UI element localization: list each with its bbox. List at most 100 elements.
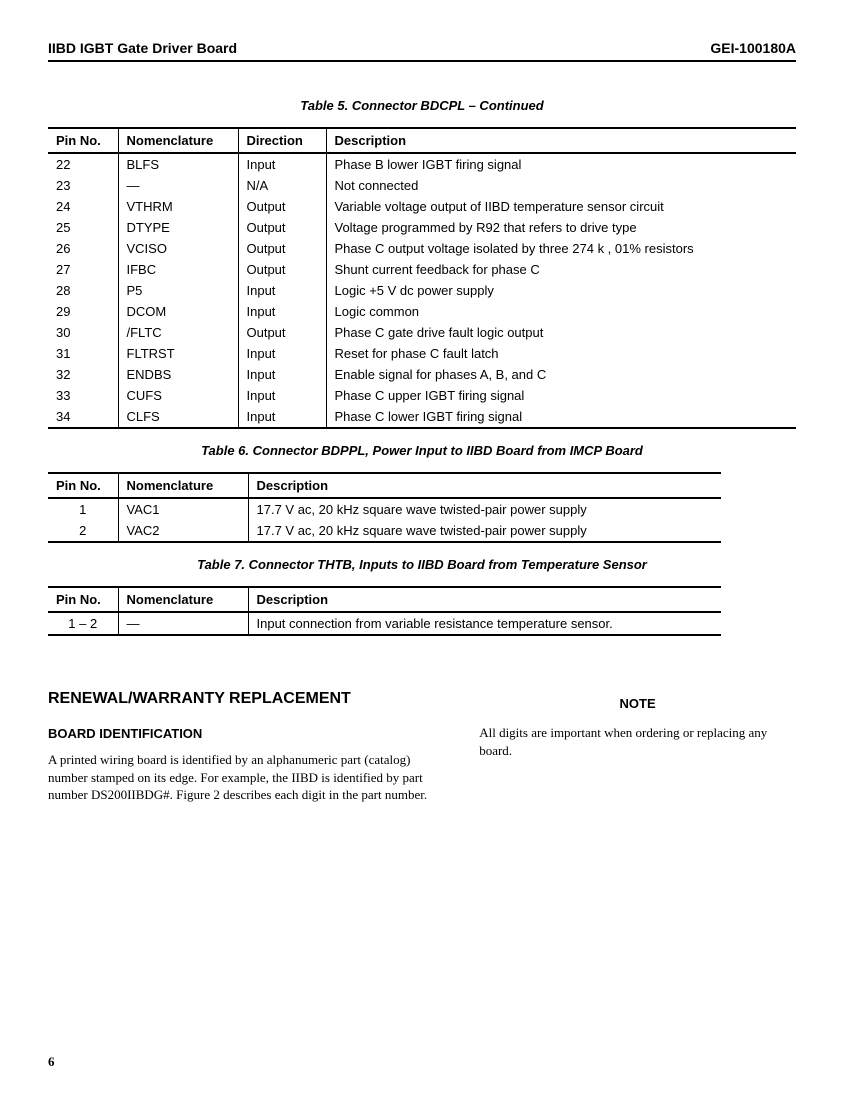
table5-th-pin: Pin No. (48, 128, 118, 153)
table-row: 30/FLTCOutputPhase C gate drive fault lo… (48, 322, 796, 343)
table-cell: Voltage programmed by R92 that refers to… (326, 217, 796, 238)
table-cell: Shunt current feedback for phase C (326, 259, 796, 280)
table-cell: Input connection from variable resistanc… (248, 612, 721, 635)
table-row: 2VAC217.7 V ac, 20 kHz square wave twist… (48, 520, 721, 542)
table-cell: Phase C output voltage isolated by three… (326, 238, 796, 259)
table-row: 27IFBCOutputShunt current feedback for p… (48, 259, 796, 280)
table5: Pin No. Nomenclature Direction Descripti… (48, 127, 796, 429)
table-cell: Phase C lower IGBT firing signal (326, 406, 796, 428)
table-cell: Input (238, 153, 326, 175)
table-row: 24VTHRMOutputVariable voltage output of … (48, 196, 796, 217)
table-cell: 17.7 V ac, 20 kHz square wave twisted-pa… (248, 520, 721, 542)
table5-body: 22BLFSInputPhase B lower IGBT firing sig… (48, 153, 796, 428)
table-cell: Output (238, 196, 326, 217)
table-cell: Logic common (326, 301, 796, 322)
table7: Pin No. Nomenclature Description 1 – 2—I… (48, 586, 721, 636)
table-cell: Not connected (326, 175, 796, 196)
table6-caption: Table 6. Connector BDPPL, Power Input to… (48, 443, 796, 458)
renewal-section: RENEWAL/WARRANTY REPLACEMENT BOARD IDENT… (48, 650, 796, 812)
table-row: 23—N/ANot connected (48, 175, 796, 196)
table-cell: FLTRST (118, 343, 238, 364)
table6-body: 1VAC117.7 V ac, 20 kHz square wave twist… (48, 498, 721, 542)
table-cell: BLFS (118, 153, 238, 175)
table6: Pin No. Nomenclature Description 1VAC117… (48, 472, 721, 543)
board-id-body: A printed wiring board is identified by … (48, 751, 435, 804)
table-cell: Phase C upper IGBT firing signal (326, 385, 796, 406)
table6-th-nomen: Nomenclature (118, 473, 248, 498)
table-cell: DCOM (118, 301, 238, 322)
table7-body: 1 – 2—Input connection from variable res… (48, 612, 721, 635)
table-cell: 17.7 V ac, 20 kHz square wave twisted-pa… (248, 498, 721, 520)
table6-th-pin: Pin No. (48, 473, 118, 498)
table-row: 25DTYPEOutputVoltage programmed by R92 t… (48, 217, 796, 238)
table-cell: 2 (48, 520, 118, 542)
table-cell: Reset for phase C fault latch (326, 343, 796, 364)
table-cell: N/A (238, 175, 326, 196)
table-cell: Output (238, 259, 326, 280)
table-cell: 22 (48, 153, 118, 175)
table-cell: 24 (48, 196, 118, 217)
table-cell: 1 – 2 (48, 612, 118, 635)
table-cell: Input (238, 364, 326, 385)
header-title-left: IIBD IGBT Gate Driver Board (48, 40, 237, 56)
table-cell: 33 (48, 385, 118, 406)
header-doc-id: GEI-100180A (710, 40, 796, 56)
table-cell: Input (238, 385, 326, 406)
table5-th-dir: Direction (238, 128, 326, 153)
table-cell: Output (238, 322, 326, 343)
table-row: 29DCOMInputLogic common (48, 301, 796, 322)
table-row: 26VCISOOutputPhase C output voltage isol… (48, 238, 796, 259)
table-cell: Logic +5 V dc power supply (326, 280, 796, 301)
table-cell: VAC2 (118, 520, 248, 542)
table5-th-desc: Description (326, 128, 796, 153)
table-cell: CLFS (118, 406, 238, 428)
table-cell: Input (238, 301, 326, 322)
table-row: 34CLFSInputPhase C lower IGBT firing sig… (48, 406, 796, 428)
table-cell: 26 (48, 238, 118, 259)
table-cell: — (118, 175, 238, 196)
table-cell: P5 (118, 280, 238, 301)
table7-th-pin: Pin No. (48, 587, 118, 612)
table5-caption: Table 5. Connector BDCPL – Continued (48, 98, 796, 113)
table-cell: — (118, 612, 248, 635)
table-cell: 27 (48, 259, 118, 280)
table-cell: 23 (48, 175, 118, 196)
note-heading: NOTE (479, 696, 796, 711)
table-cell: /FLTC (118, 322, 238, 343)
table-cell: 32 (48, 364, 118, 385)
table-cell: Phase B lower IGBT firing signal (326, 153, 796, 175)
table-cell: CUFS (118, 385, 238, 406)
table-cell: Output (238, 217, 326, 238)
table-row: 22BLFSInputPhase B lower IGBT firing sig… (48, 153, 796, 175)
table-cell: Input (238, 343, 326, 364)
table7-th-desc: Description (248, 587, 721, 612)
table-row: 28P5InputLogic +5 V dc power supply (48, 280, 796, 301)
table-cell: ENDBS (118, 364, 238, 385)
table7-caption: Table 7. Connector THTB, Inputs to IIBD … (48, 557, 796, 572)
table-cell: Input (238, 280, 326, 301)
table-cell: DTYPE (118, 217, 238, 238)
table-cell: 30 (48, 322, 118, 343)
table-cell: 31 (48, 343, 118, 364)
table-cell: Output (238, 238, 326, 259)
table-cell: VAC1 (118, 498, 248, 520)
table-cell: 29 (48, 301, 118, 322)
renewal-heading: RENEWAL/WARRANTY REPLACEMENT (48, 690, 435, 708)
table-cell: Phase C gate drive fault logic output (326, 322, 796, 343)
page-header: IIBD IGBT Gate Driver Board GEI-100180A (48, 40, 796, 62)
table5-th-nomen: Nomenclature (118, 128, 238, 153)
table-cell: 34 (48, 406, 118, 428)
table-cell: Input (238, 406, 326, 428)
table6-th-desc: Description (248, 473, 721, 498)
page-number: 6 (48, 1054, 55, 1070)
table-row: 1VAC117.7 V ac, 20 kHz square wave twist… (48, 498, 721, 520)
table-cell: 28 (48, 280, 118, 301)
note-body: All digits are important when ordering o… (479, 724, 796, 759)
table-cell: 1 (48, 498, 118, 520)
table7-th-nomen: Nomenclature (118, 587, 248, 612)
table-cell: Enable signal for phases A, B, and C (326, 364, 796, 385)
table-row: 33CUFSInputPhase C upper IGBT firing sig… (48, 385, 796, 406)
board-id-heading: BOARD IDENTIFICATION (48, 726, 435, 741)
table-cell: VCISO (118, 238, 238, 259)
table-cell: Variable voltage output of IIBD temperat… (326, 196, 796, 217)
